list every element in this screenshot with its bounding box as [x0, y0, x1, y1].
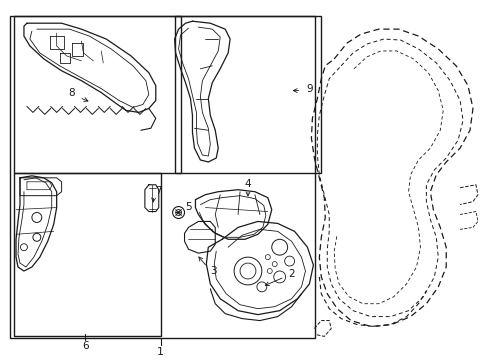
Text: 3: 3	[209, 266, 216, 276]
Bar	[14, 16, 180, 173]
Text: 2: 2	[288, 269, 294, 279]
Text: 9: 9	[305, 84, 312, 94]
Bar	[14, 173, 161, 337]
Text: 5: 5	[185, 202, 191, 212]
Text: 7: 7	[155, 186, 162, 196]
Bar	[10, 16, 315, 338]
Text: 1: 1	[157, 347, 164, 357]
Text: 4: 4	[244, 179, 251, 189]
Text: 8: 8	[68, 87, 75, 98]
Text: 6: 6	[82, 341, 88, 351]
Bar	[174, 16, 321, 173]
